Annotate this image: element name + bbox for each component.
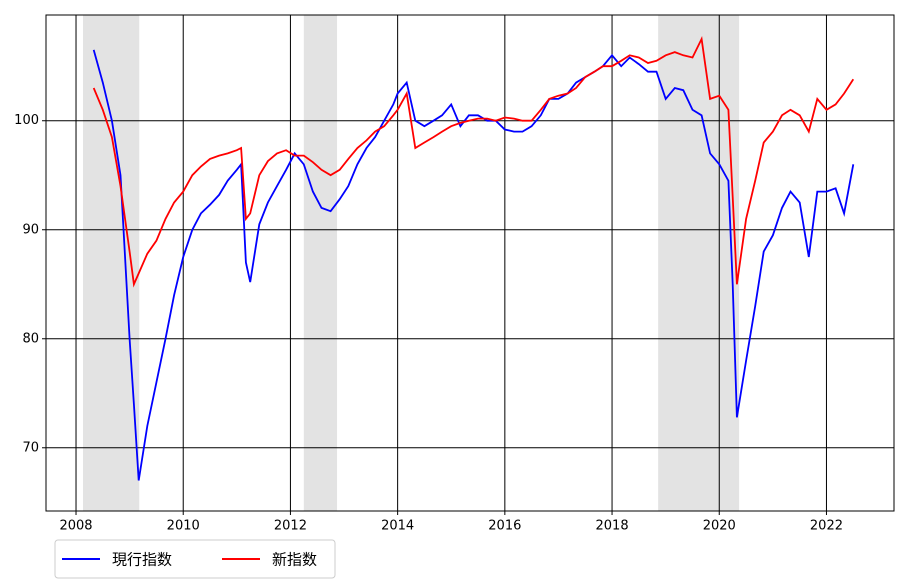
plot-background xyxy=(46,15,894,511)
x-tick-label: 2014 xyxy=(381,519,414,534)
shaded-span xyxy=(303,15,338,511)
y-tick-label: 100 xyxy=(14,113,39,128)
x-tick-label: 2016 xyxy=(488,519,521,534)
shaded-span xyxy=(82,15,140,511)
shaded-span xyxy=(658,15,740,511)
x-tick-label: 2022 xyxy=(810,519,843,534)
x-tick-label: 2008 xyxy=(59,519,92,534)
x-tick-label: 2018 xyxy=(596,519,629,534)
y-tick-label: 70 xyxy=(22,440,39,455)
legend-box xyxy=(54,539,336,579)
series-line xyxy=(92,49,855,481)
x-tick-label: 2020 xyxy=(703,519,736,534)
x-tick-label: 2010 xyxy=(167,519,200,534)
y-tick-label: 80 xyxy=(22,331,39,346)
series-line xyxy=(92,35,855,288)
x-tick-label: 2012 xyxy=(274,519,307,534)
legend-label: 現行指数 xyxy=(112,551,172,569)
y-tick-label: 90 xyxy=(22,222,39,237)
plot-frame xyxy=(45,14,895,512)
legend-label: 新指数 xyxy=(272,551,317,569)
